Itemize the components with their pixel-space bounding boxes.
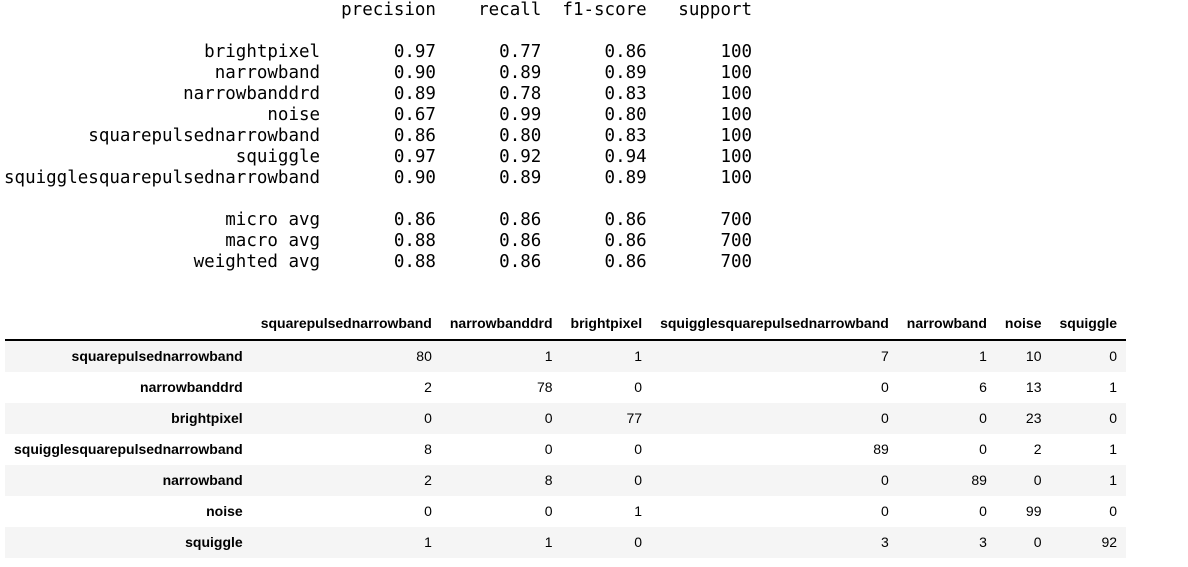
confusion-matrix-header: squarepulsednarrowband narrowbanddrd brigh…	[5, 308, 1127, 341]
cell-value: 77	[626, 410, 643, 426]
cell-value: 8	[424, 441, 432, 457]
confusion-matrix-body: squarepulsednarrowband 80 1 1 7 1 10 0 narrowban…	[5, 340, 1127, 558]
table-row: squarepulsednarrowband 80 1 1 7 1 10 0	[5, 340, 1127, 372]
cell-value: 0	[634, 472, 643, 488]
cell-value: 6	[979, 379, 987, 395]
cell-value: 92	[1101, 534, 1118, 550]
report-line: narrowband 0.90 0.89 0.89 100	[214, 63, 753, 83]
column-header: squiggle	[1050, 308, 1127, 341]
report-line: macro avg 0.88 0.86 0.86 700	[225, 231, 753, 251]
cell-value: 0	[1033, 472, 1042, 488]
cell-value: 80	[416, 348, 432, 364]
cell-value: 1	[979, 348, 987, 364]
column-header: narrowbanddrd	[440, 308, 562, 341]
row-label: narrowbanddrd	[140, 379, 243, 395]
report-line: noise 0.67 0.99 0.80 100	[267, 105, 753, 125]
cell-value: 10	[1025, 348, 1042, 364]
cell-value: 8	[544, 472, 553, 488]
header-row: squarepulsednarrowband narrowbanddrd brigh…	[5, 308, 1127, 341]
cell-value: 0	[979, 410, 987, 426]
cell-value: 0	[544, 410, 553, 426]
cell-value: 2	[1033, 441, 1042, 457]
cell-value: 7	[881, 348, 889, 364]
cell-value: 0	[424, 410, 432, 426]
cell-value: 0	[634, 534, 643, 550]
report-line: squarepulsednarrowband 0.86 0.80 0.83 10…	[88, 126, 753, 146]
cell-value: 2	[424, 379, 432, 395]
cell-value: 0	[634, 379, 643, 395]
cell-value: 23	[1025, 410, 1042, 426]
row-label: squarepulsednarrowband	[71, 348, 243, 364]
cell-value: 99	[1025, 503, 1042, 519]
column-header: brightpixel	[561, 308, 652, 341]
column-header: squarepulsednarrowband	[251, 308, 441, 341]
row-label: squigglesquarepulsednarrowband	[14, 441, 243, 457]
row-label: squiggle	[185, 534, 243, 550]
cell-value: 1	[424, 534, 432, 550]
cell-value: 1	[1109, 472, 1118, 488]
report-line: narrowbanddrd 0.89 0.78 0.83 100	[183, 84, 753, 104]
cell-value: 1	[1109, 441, 1118, 457]
row-label: narrowband	[162, 472, 243, 488]
cell-value: 0	[881, 410, 889, 426]
report-line: weighted avg 0.88 0.86 0.86 700	[193, 252, 753, 272]
cell-value: 3	[881, 534, 889, 550]
table-row: brightpixel 0 0 77 0 0 23 0	[5, 403, 1127, 434]
column-header: squigglesquarepulsednarrowband	[651, 308, 898, 341]
table-row: narrowbanddrd 2 78 0 0 6 13 1	[5, 372, 1127, 403]
report-line: precision recall f1-score support	[341, 0, 753, 20]
cell-value: 89	[873, 441, 889, 457]
index-header-cell	[5, 308, 252, 341]
classification-report: precision recall f1-score support bright…	[4, 0, 752, 273]
row-label: brightpixel	[171, 410, 243, 426]
cell-value: 0	[1109, 348, 1118, 364]
cell-value: 0	[979, 503, 987, 519]
cell-value: 78	[536, 379, 553, 395]
cell-value: 0	[881, 379, 889, 395]
cell-value: 0	[424, 503, 432, 519]
report-line: squiggle 0.97 0.92 0.94 100	[235, 147, 753, 167]
cell-value: 89	[971, 472, 987, 488]
cell-value: 2	[424, 472, 432, 488]
column-header: narrowband	[897, 308, 996, 341]
cell-value: 0	[1033, 534, 1042, 550]
report-line: micro avg 0.86 0.86 0.86 700	[225, 210, 753, 230]
confusion-matrix-table: squarepulsednarrowband narrowbanddrd brigh…	[5, 308, 1127, 558]
table-row: narrowband 2 8 0 0 89 0 1	[5, 465, 1127, 496]
report-line: squigglesquarepulsednarrowband 0.90 0.89…	[4, 168, 753, 188]
cell-value: 1	[544, 534, 553, 550]
row-label: noise	[206, 503, 243, 519]
table-row: squigglesquarepulsednarrowband 8 0 0 89 0 2 1	[5, 434, 1127, 465]
cell-value: 0	[544, 503, 553, 519]
table-row: squiggle 1 1 0 3 3 0 92	[5, 527, 1127, 558]
cell-value: 1	[544, 348, 553, 364]
report-line: brightpixel 0.97 0.77 0.86 100	[204, 42, 753, 62]
confusion-matrix: squarepulsednarrowband narrowbanddrd brigh…	[5, 308, 1127, 558]
column-header: noise	[995, 308, 1051, 341]
cell-value: 0	[979, 441, 987, 457]
cell-value: 1	[1109, 379, 1118, 395]
cell-value: 0	[634, 441, 643, 457]
cell-value: 0	[1109, 410, 1118, 426]
cell-value: 1	[634, 348, 643, 364]
cell-value: 0	[881, 503, 889, 519]
cell-value: 0	[881, 472, 889, 488]
table-row: noise 0 0 1 0 0 99 0	[5, 496, 1127, 527]
cell-value: 3	[979, 534, 987, 550]
cell-value: 13	[1025, 379, 1042, 395]
cell-value: 0	[544, 441, 553, 457]
cell-value: 0	[1109, 503, 1118, 519]
cell-value: 1	[634, 503, 643, 519]
